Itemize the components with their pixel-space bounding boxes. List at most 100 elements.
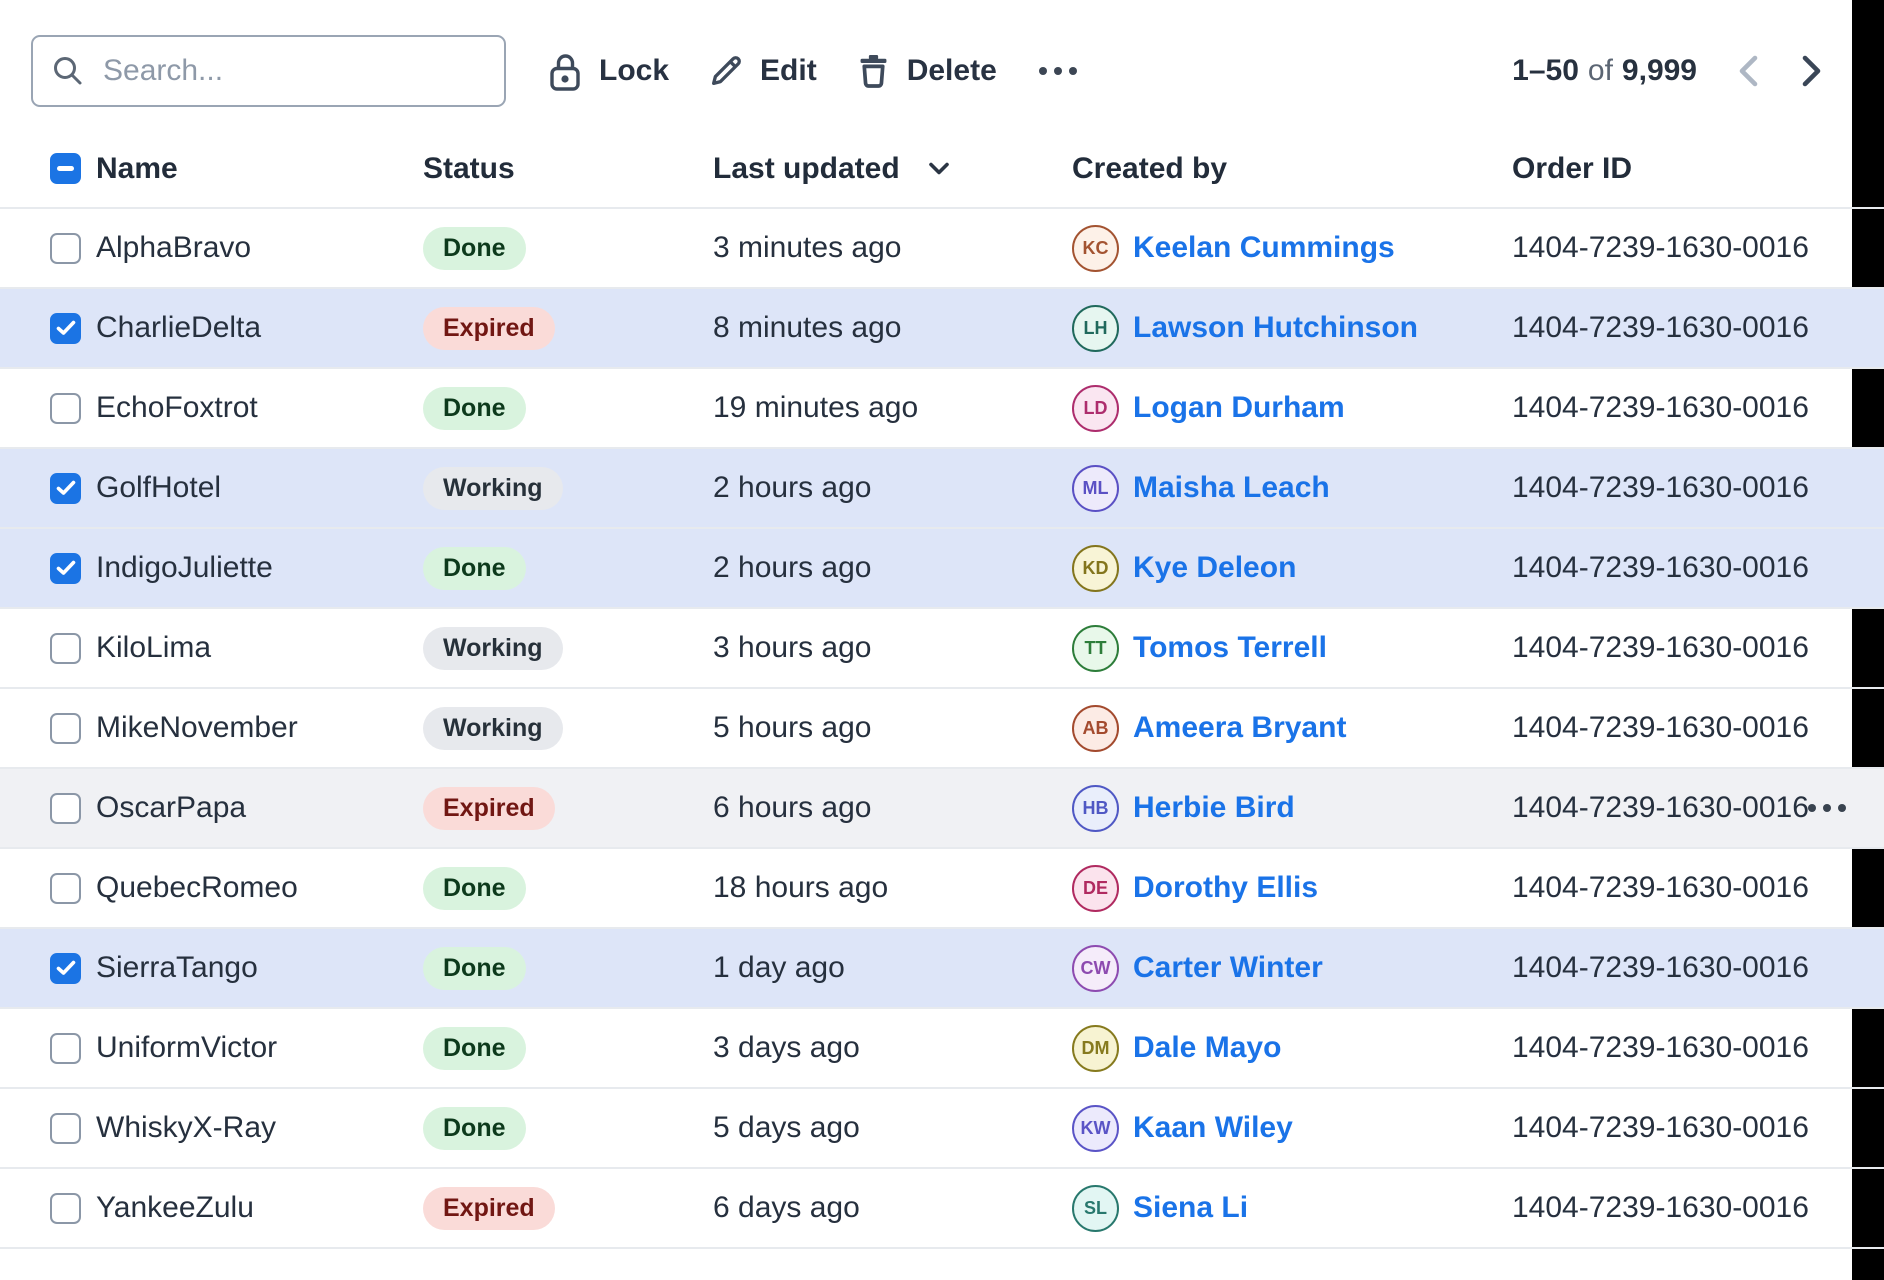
row-checkbox[interactable] xyxy=(50,872,81,904)
check-icon xyxy=(56,320,75,335)
table-row[interactable]: WhiskyX-Ray Done 5 days ago KW Kaan Wile… xyxy=(0,1089,1884,1169)
dot-icon xyxy=(1038,67,1047,75)
created-by-link[interactable]: Herbie Bird xyxy=(1133,791,1295,824)
order-id-value: 1404-7239-1630-0016 xyxy=(1512,1191,1809,1224)
table-row[interactable]: KiloLima Working 3 hours ago TT Tomos Te… xyxy=(0,609,1884,689)
avatar: KW xyxy=(1072,1104,1119,1152)
search-box[interactable] xyxy=(31,35,506,107)
dot-icon xyxy=(1808,804,1816,812)
order-id-value: 1404-7239-1630-0016 xyxy=(1512,1031,1809,1064)
delete-label: Delete xyxy=(906,54,997,87)
avatar: AB xyxy=(1072,704,1119,752)
avatar: KC xyxy=(1072,224,1119,272)
row-checkbox[interactable] xyxy=(50,1192,81,1224)
column-header-status[interactable]: Status xyxy=(423,151,515,185)
table-row[interactable]: EchoFoxtrot Done 19 minutes ago LD Logan… xyxy=(0,369,1884,449)
row-checkbox[interactable] xyxy=(50,552,81,584)
row-more-button[interactable] xyxy=(1808,804,1846,812)
created-by-link[interactable]: Keelan Cummings xyxy=(1133,231,1395,264)
row-checkbox[interactable] xyxy=(50,472,81,504)
avatar: DM xyxy=(1072,1024,1119,1072)
avatar: CW xyxy=(1072,944,1119,992)
order-id-value: 1404-7239-1630-0016 xyxy=(1512,1111,1809,1144)
row-checkbox[interactable] xyxy=(50,952,81,984)
column-header-created-by[interactable]: Created by xyxy=(1072,151,1228,185)
created-by-link[interactable]: Tomos Terrell xyxy=(1133,631,1327,664)
table-row[interactable]: QuebecRomeo Done 18 hours ago DE Dorothy… xyxy=(0,849,1884,929)
prev-page-button[interactable] xyxy=(1735,52,1761,90)
table-row[interactable]: OscarPapa Expired 6 hours ago HB Herbie … xyxy=(0,769,1884,849)
indeterminate-mark-icon xyxy=(57,166,74,171)
lock-label: Lock xyxy=(599,54,670,87)
avatar: DE xyxy=(1072,864,1119,912)
search-input[interactable] xyxy=(101,53,465,89)
created-by-link[interactable]: Dorothy Ellis xyxy=(1133,871,1319,904)
row-checkbox[interactable] xyxy=(50,232,81,264)
table-row[interactable]: UniformVictor Done 3 days ago DM Dale Ma… xyxy=(0,1009,1884,1089)
row-checkbox[interactable] xyxy=(50,1112,81,1144)
sort-chevron-down-icon[interactable] xyxy=(928,161,950,176)
row-name: IndigoJuliette xyxy=(96,551,273,584)
status-badge: Working xyxy=(423,626,563,670)
avatar: ML xyxy=(1072,464,1119,512)
table-row[interactable]: SierraTango Done 1 day ago CW Carter Win… xyxy=(0,929,1884,1009)
status-badge: Done xyxy=(423,1106,526,1150)
table-row[interactable]: IndigoJuliette Done 2 hours ago KD Kye D… xyxy=(0,529,1884,609)
lock-button[interactable]: Lock xyxy=(547,51,669,92)
select-all-checkbox[interactable] xyxy=(50,153,81,184)
last-updated-value: 6 hours ago xyxy=(713,791,872,824)
row-checkbox[interactable] xyxy=(50,392,81,424)
edit-button[interactable]: Edit xyxy=(707,52,817,90)
table-row[interactable]: MikeNovember Working 5 hours ago AB Amee… xyxy=(0,689,1884,769)
row-checkbox[interactable] xyxy=(50,312,81,344)
delete-button[interactable]: Delete xyxy=(855,51,997,91)
column-header-name[interactable]: Name xyxy=(96,151,178,185)
table-row[interactable]: CharlieDelta Expired 8 minutes ago LH La… xyxy=(0,289,1884,369)
order-id-value: 1404-7239-1630-0016 xyxy=(1512,711,1809,744)
status-badge: Working xyxy=(423,706,563,750)
row-checkbox[interactable] xyxy=(50,792,81,824)
created-by-link[interactable]: Dale Mayo xyxy=(1133,1031,1282,1064)
created-by-link[interactable]: Kye Deleon xyxy=(1133,551,1297,584)
avatar: SL xyxy=(1072,1184,1119,1232)
last-updated-value: 1 day ago xyxy=(713,951,845,984)
created-by-link[interactable]: Logan Durham xyxy=(1133,391,1345,424)
created-by-link[interactable]: Siena Li xyxy=(1133,1191,1249,1224)
row-name: CharlieDelta xyxy=(96,311,262,344)
created-by-link[interactable]: Carter Winter xyxy=(1133,951,1323,984)
status-badge: Working xyxy=(423,466,563,510)
row-checkbox[interactable] xyxy=(50,632,81,664)
row-name: OscarPapa xyxy=(96,791,247,824)
order-id-value: 1404-7239-1630-0016 xyxy=(1512,391,1809,424)
table-header-row: Name Status Last updated Created by Orde… xyxy=(0,130,1884,209)
avatar: TT xyxy=(1072,624,1119,672)
column-header-order-id[interactable]: Order ID xyxy=(1512,151,1633,185)
created-by-link[interactable]: Maisha Leach xyxy=(1133,471,1330,504)
created-by-link[interactable]: Lawson Hutchinson xyxy=(1133,311,1418,344)
status-badge: Expired xyxy=(423,306,555,350)
pagination-total: 9,999 xyxy=(1621,54,1697,87)
table-row[interactable]: GolfHotel Working 2 hours ago ML Maisha … xyxy=(0,449,1884,529)
created-by-link[interactable]: Kaan Wiley xyxy=(1133,1111,1293,1144)
column-header-last-updated[interactable]: Last updated xyxy=(713,152,1072,186)
table-row[interactable]: YankeeZulu Expired 6 days ago SL Siena L… xyxy=(0,1169,1884,1249)
right-black-strip xyxy=(1852,0,1884,1280)
check-icon xyxy=(56,480,75,495)
edit-icon xyxy=(712,56,741,86)
row-name: SierraTango xyxy=(96,951,258,984)
row-checkbox[interactable] xyxy=(50,712,81,744)
table-row[interactable]: AlphaBravo Done 3 minutes ago KC Keelan … xyxy=(0,209,1884,289)
toolbar-more-button[interactable] xyxy=(1038,67,1077,75)
row-checkbox[interactable] xyxy=(50,1032,81,1064)
row-name: KiloLima xyxy=(96,631,212,664)
last-updated-value: 2 hours ago xyxy=(713,551,872,584)
row-name: GolfHotel xyxy=(96,471,222,504)
next-page-button[interactable] xyxy=(1799,52,1825,90)
dot-icon xyxy=(1053,67,1062,75)
last-updated-value: 8 minutes ago xyxy=(713,311,902,344)
row-name: WhiskyX-Ray xyxy=(96,1111,277,1144)
toolbar: Lock Edit Delete xyxy=(0,0,1884,130)
created-by-link[interactable]: Ameera Bryant xyxy=(1133,711,1347,744)
pagination-of: of xyxy=(1587,54,1613,87)
